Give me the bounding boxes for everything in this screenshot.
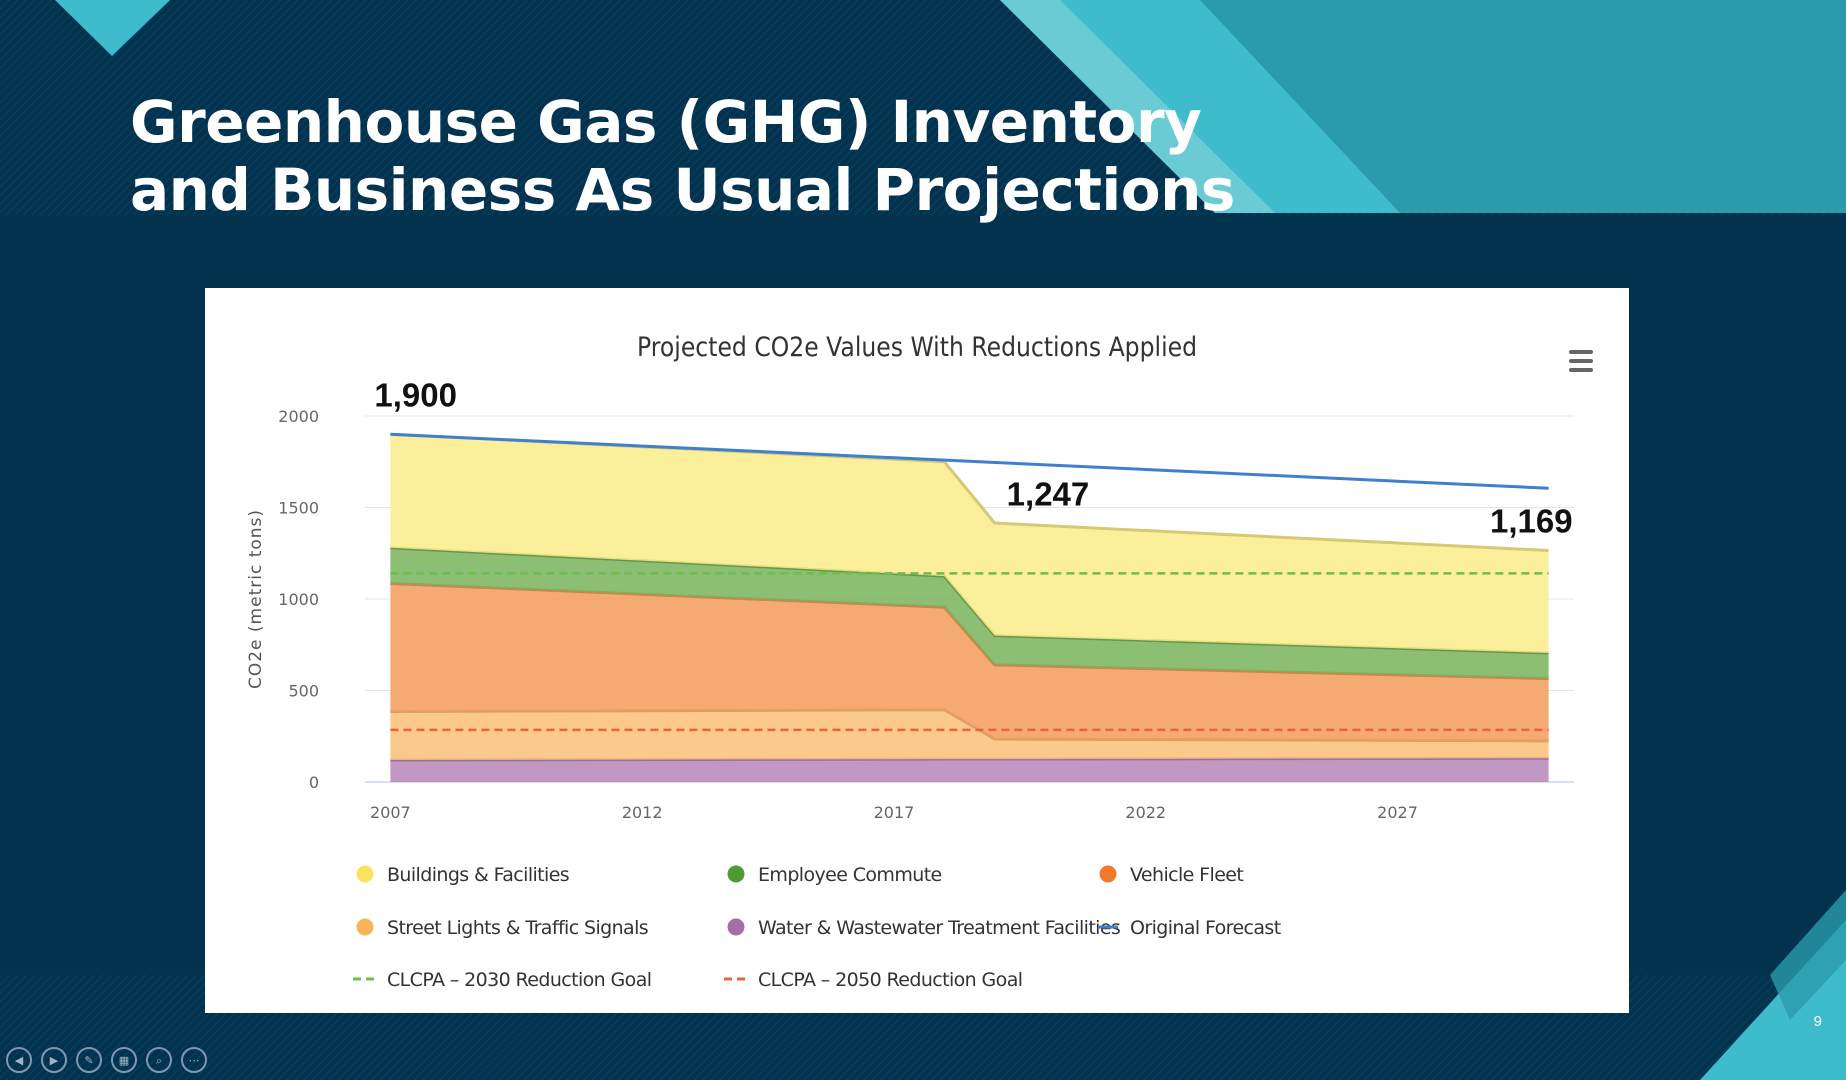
slides-grid-button[interactable]: ▦ <box>111 1047 137 1073</box>
y-tick-label: 1000 <box>278 590 319 609</box>
previous-slide-button[interactable]: ◀ <box>6 1047 32 1073</box>
legend-item-employee-commute: Employee Commute <box>727 864 942 886</box>
pen-icon: ✎ <box>84 1053 94 1067</box>
chart-legend: Buildings & Facilities Employee Commute Ve… <box>353 864 1281 991</box>
line-original-forecast <box>390 432 1549 490</box>
next-slide-button[interactable]: ▶ <box>41 1047 67 1073</box>
area-vehicle-fleet <box>390 583 1549 741</box>
legend-item-buildings-facilities: Buildings & Facilities <box>356 864 570 886</box>
y-tick-label: 1500 <box>278 499 319 518</box>
area-street-lights-traffic-signals <box>390 709 1549 761</box>
x-tick-label: 2022 <box>1125 803 1166 822</box>
previous-slide-icon: ◀ <box>14 1053 24 1067</box>
legend-marker-dot <box>356 865 374 883</box>
chart-menu-button[interactable] <box>1569 350 1593 372</box>
legend-label: Employee Commute <box>758 864 942 886</box>
chart-labels: Projected CO2e Values With Reductions Ap… <box>374 332 1572 540</box>
x-tick-label: 2012 <box>622 803 663 822</box>
slide-title-line-2: and Business As Usual Projections <box>130 156 1235 224</box>
y-tick-label: 0 <box>309 773 319 792</box>
legend-label: Vehicle Fleet <box>1130 864 1243 886</box>
x-tick-label: 2007 <box>370 803 411 822</box>
data-annotation-label: 1,900 <box>374 376 457 413</box>
data-annotation-label: 1,169 <box>1490 503 1573 540</box>
legend-marker-dot <box>727 865 745 883</box>
slide-title: Greenhouse Gas (GHG) Inventory and Busin… <box>130 88 1235 224</box>
legend-label: Buildings & Facilities <box>387 864 569 886</box>
zoom-button[interactable]: ⌕ <box>146 1047 172 1073</box>
legend-label: CLCPA – 2050 Reduction Goal <box>758 969 1022 991</box>
next-slide-icon: ▶ <box>49 1053 59 1067</box>
chart-lines <box>390 432 1549 732</box>
y-tick-label: 2000 <box>278 407 319 426</box>
data-annotation-label: 1,247 <box>1007 475 1090 512</box>
legend-label: Water & Wastewater Treatment Facilities <box>758 917 1120 939</box>
pen-tool-button[interactable]: ✎ <box>76 1047 102 1073</box>
chart-title: Projected CO2e Values With Reductions Ap… <box>637 332 1197 363</box>
chart-panel: 0 500 1000 1500 2000 2007 2012 2017 2022 2027 CO2e… <box>205 288 1629 1013</box>
area-water-wastewater-treatment-facilities <box>390 758 1549 782</box>
legend-item-clcpa-2030-reduction-goal: CLCPA – 2030 Reduction Goal <box>353 969 652 991</box>
slide-page-number: 9 <box>1813 1013 1822 1030</box>
legend-item-street-lights-traffic-signals: Street Lights & Traffic Signals <box>356 917 649 939</box>
slides-grid-icon: ▦ <box>118 1053 130 1067</box>
legend-item-original-forecast: Original Forecast <box>1098 917 1281 939</box>
chart-axes: 0 500 1000 1500 2000 2007 2012 2017 2022 2027 CO2e… <box>246 407 1418 822</box>
y-tick-label: 500 <box>288 682 319 701</box>
legend-item-vehicle-fleet: Vehicle Fleet <box>1099 864 1244 886</box>
presentation-controls: ◀ ▶ ✎ ▦ ⌕ ⋯ <box>6 1047 207 1073</box>
legend-marker-dot <box>727 918 745 936</box>
legend-label: Street Lights & Traffic Signals <box>387 917 648 939</box>
y-axis-label: CO2e (metric tons) <box>246 509 266 689</box>
more-options-button[interactable]: ⋯ <box>181 1047 207 1073</box>
hamburger-menu-icon <box>1569 350 1593 354</box>
legend-item-clcpa-2050-reduction-goal: CLCPA – 2050 Reduction Goal <box>724 969 1023 991</box>
chart-areas <box>390 432 1549 782</box>
co2e-area-chart: 0 500 1000 1500 2000 2007 2012 2017 2022 2027 CO2e… <box>246 332 1574 991</box>
area-buildings-facilities <box>390 434 1549 653</box>
legend-label: CLCPA – 2030 Reduction Goal <box>387 969 651 991</box>
legend-marker-dot <box>1099 865 1117 883</box>
legend-label: Original Forecast <box>1130 917 1281 939</box>
zoom-icon: ⌕ <box>155 1053 163 1067</box>
hamburger-menu-icon-bar <box>1569 368 1593 372</box>
hamburger-menu-icon-bar <box>1569 359 1593 363</box>
legend-marker-dot <box>356 918 374 936</box>
area-employee-commute <box>390 547 1549 679</box>
more-options-icon: ⋯ <box>188 1053 200 1067</box>
x-tick-label: 2017 <box>874 803 915 822</box>
slide-title-line-1: Greenhouse Gas (GHG) Inventory <box>130 88 1202 156</box>
legend-item-water-wastewater-treatment-facilities: Water & Wastewater Treatment Facilities <box>727 917 1121 939</box>
x-tick-label: 2027 <box>1377 803 1418 822</box>
